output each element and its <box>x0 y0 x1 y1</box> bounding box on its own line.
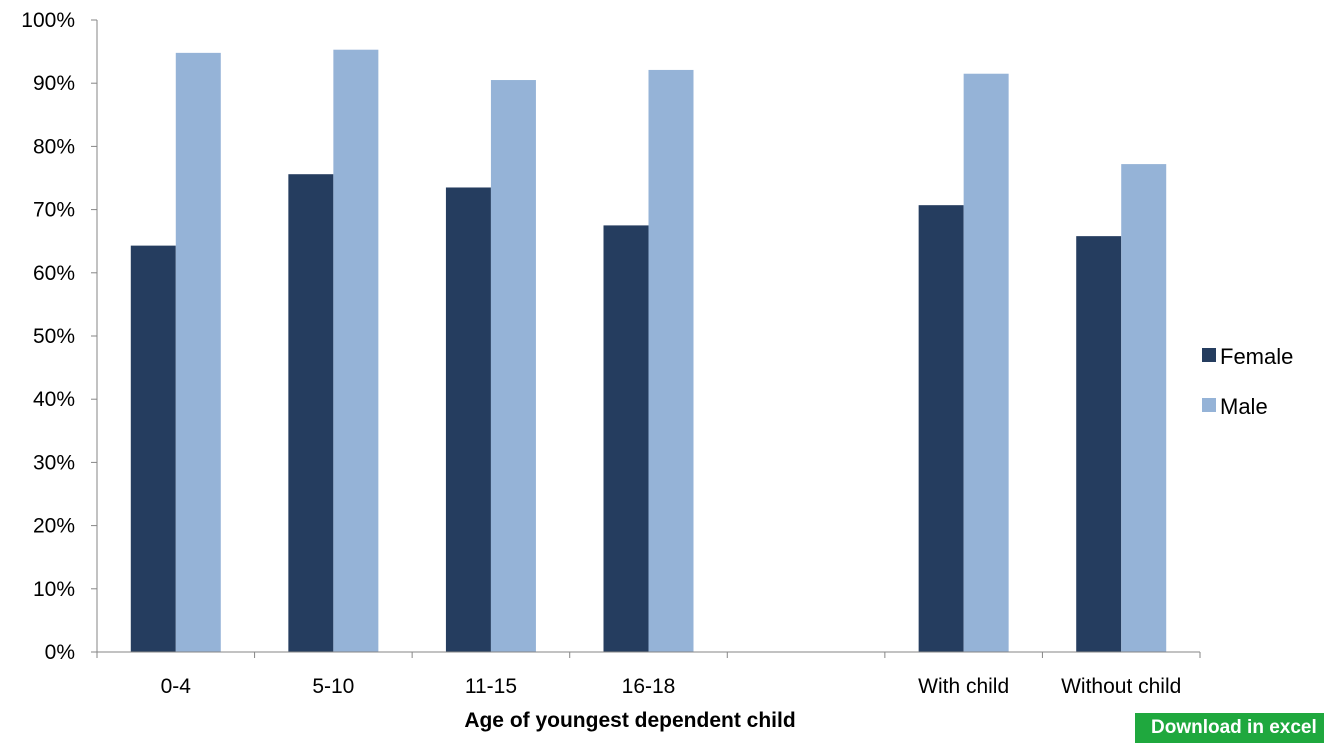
y-tick-label: 90% <box>33 72 75 95</box>
bar-male-5 <box>963 73 1009 653</box>
axes-layer: 0% 10% 20% 30% 40% 50% 60% 70% 80% 90% 100% 0-4 5-10… <box>21 9 1201 698</box>
bar-male-2 <box>490 80 536 653</box>
bars-layer <box>130 49 1167 653</box>
bar-female-5 <box>918 205 964 652</box>
x-tick-label: 16-18 <box>622 675 676 698</box>
legend: Female Male <box>1202 344 1293 419</box>
legend-swatch-male <box>1202 398 1216 412</box>
x-tick-label: 0-4 <box>161 675 192 698</box>
y-tick-label: 60% <box>33 262 75 285</box>
legend-label-male: Male <box>1220 394 1268 419</box>
x-tick-label: 5-10 <box>312 675 354 698</box>
y-tick-label: 40% <box>33 388 75 411</box>
bar-female-0 <box>130 245 176 652</box>
x-axis-title: Age of youngest dependent child <box>464 709 795 732</box>
y-tick-label: 20% <box>33 515 75 538</box>
legend-label-female: Female <box>1220 344 1293 369</box>
legend-swatch-female <box>1202 348 1216 362</box>
bar-male-6 <box>1121 164 1167 652</box>
bar-female-2 <box>445 187 491 653</box>
y-tick-label: 100% <box>21 9 75 32</box>
download-excel-button[interactable]: Download in excel <box>1135 713 1324 743</box>
y-tick-label: 70% <box>33 199 75 222</box>
y-tick-label: 10% <box>33 578 75 601</box>
y-tick-label: 0% <box>45 641 75 664</box>
x-tick-label: Without child <box>1061 675 1181 698</box>
bar-female-1 <box>288 174 334 652</box>
bar-male-3 <box>648 69 694 653</box>
x-tick-label: With child <box>918 675 1009 698</box>
y-tick-label: 30% <box>33 451 75 474</box>
y-tick-label: 50% <box>33 325 75 348</box>
bar-male-0 <box>175 52 221 652</box>
bar-male-1 <box>333 49 379 653</box>
bar-female-6 <box>1076 236 1122 653</box>
bar-female-3 <box>603 225 649 652</box>
y-tick-label: 80% <box>33 135 75 158</box>
x-tick-label: 11-15 <box>465 675 517 698</box>
